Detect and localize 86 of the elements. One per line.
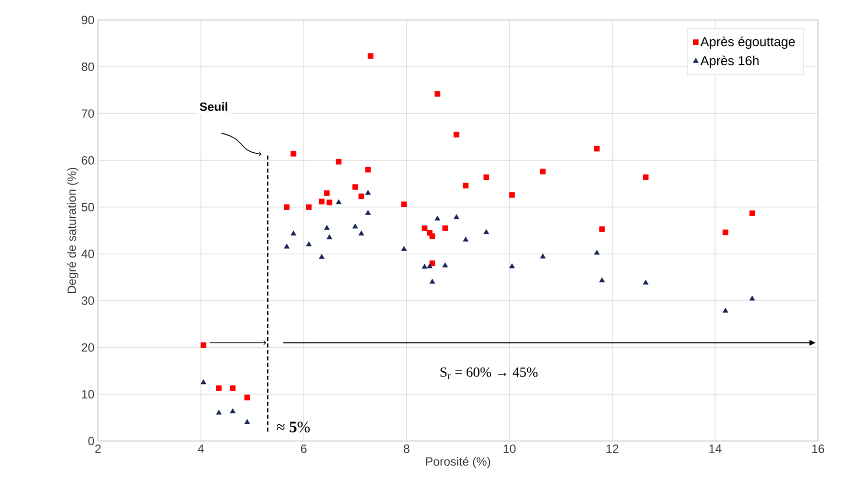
point xyxy=(284,204,290,210)
point xyxy=(336,158,342,165)
point xyxy=(599,226,605,232)
x-tick-label: 14 xyxy=(709,444,722,453)
point xyxy=(230,385,236,391)
point xyxy=(290,150,296,157)
y-axis-title: Degré de saturation (%) xyxy=(67,168,78,293)
x-axis-title: Porosité (%) xyxy=(426,456,490,468)
y-tick-label: 30 xyxy=(82,296,94,305)
point xyxy=(484,174,490,180)
point xyxy=(642,280,649,285)
point xyxy=(594,146,600,152)
point xyxy=(244,394,250,400)
point xyxy=(509,192,515,198)
point xyxy=(200,342,206,348)
point xyxy=(442,262,448,268)
point xyxy=(642,174,649,180)
y-tick-label: 60 xyxy=(82,156,94,165)
y-tick-label: 40 xyxy=(81,250,94,258)
annotation: S$_{r}$ = 60% → 45% xyxy=(440,367,538,379)
x-tick-label: 10 xyxy=(504,444,516,453)
point xyxy=(324,190,330,196)
point xyxy=(749,210,755,216)
point xyxy=(454,132,460,138)
point xyxy=(749,296,755,300)
y-tick-label: 70 xyxy=(82,109,94,118)
point xyxy=(336,199,342,204)
annotation: Seuil xyxy=(200,102,228,111)
point xyxy=(284,244,290,249)
point xyxy=(244,419,250,424)
annotation: ≈ 5% xyxy=(276,422,310,432)
point xyxy=(352,224,358,228)
point xyxy=(540,168,546,174)
legend-label: Après égouttage xyxy=(700,36,795,49)
point xyxy=(422,264,428,269)
point xyxy=(594,250,600,255)
point xyxy=(509,263,515,268)
y-tick-label: 80 xyxy=(82,62,94,71)
point xyxy=(365,166,371,172)
x-tick-label: 12 xyxy=(606,444,618,453)
y-tick-label: 50 xyxy=(82,202,94,212)
point xyxy=(722,308,728,313)
y-tick-label: 0 xyxy=(88,436,94,446)
point xyxy=(318,254,325,259)
point xyxy=(462,182,469,188)
point xyxy=(454,214,460,220)
point xyxy=(365,190,371,195)
point xyxy=(540,254,546,258)
x-tick-label: 6 xyxy=(301,444,307,453)
y-tick-label: 20 xyxy=(82,343,94,352)
point xyxy=(599,277,605,282)
point xyxy=(365,210,371,215)
point xyxy=(358,230,364,236)
y-tick-label: 90 xyxy=(82,16,94,24)
point xyxy=(216,385,222,391)
y-tick-label: 10 xyxy=(82,390,94,398)
point xyxy=(358,194,364,200)
point xyxy=(324,224,330,230)
point xyxy=(368,53,374,59)
point xyxy=(230,408,236,414)
point xyxy=(422,225,428,231)
point xyxy=(401,246,407,251)
point xyxy=(352,184,358,190)
point xyxy=(722,230,728,236)
point xyxy=(434,216,440,220)
point xyxy=(306,204,312,210)
x-tick-label: 8 xyxy=(404,444,410,453)
point xyxy=(326,200,332,206)
point xyxy=(426,263,433,268)
point xyxy=(200,379,206,384)
x-tick-label: 2 xyxy=(95,444,101,453)
point xyxy=(318,198,325,204)
x-tick-label: 4 xyxy=(198,444,204,453)
point xyxy=(430,233,436,239)
point xyxy=(216,410,222,415)
point xyxy=(484,229,490,234)
point xyxy=(434,91,440,97)
point xyxy=(290,230,296,236)
point xyxy=(401,202,407,208)
point xyxy=(430,278,436,284)
point xyxy=(326,234,332,240)
x-tick-label: 16 xyxy=(812,444,824,453)
point xyxy=(462,236,469,242)
legend-label: Après 16h xyxy=(700,56,759,68)
point xyxy=(306,241,312,246)
point xyxy=(442,225,448,231)
